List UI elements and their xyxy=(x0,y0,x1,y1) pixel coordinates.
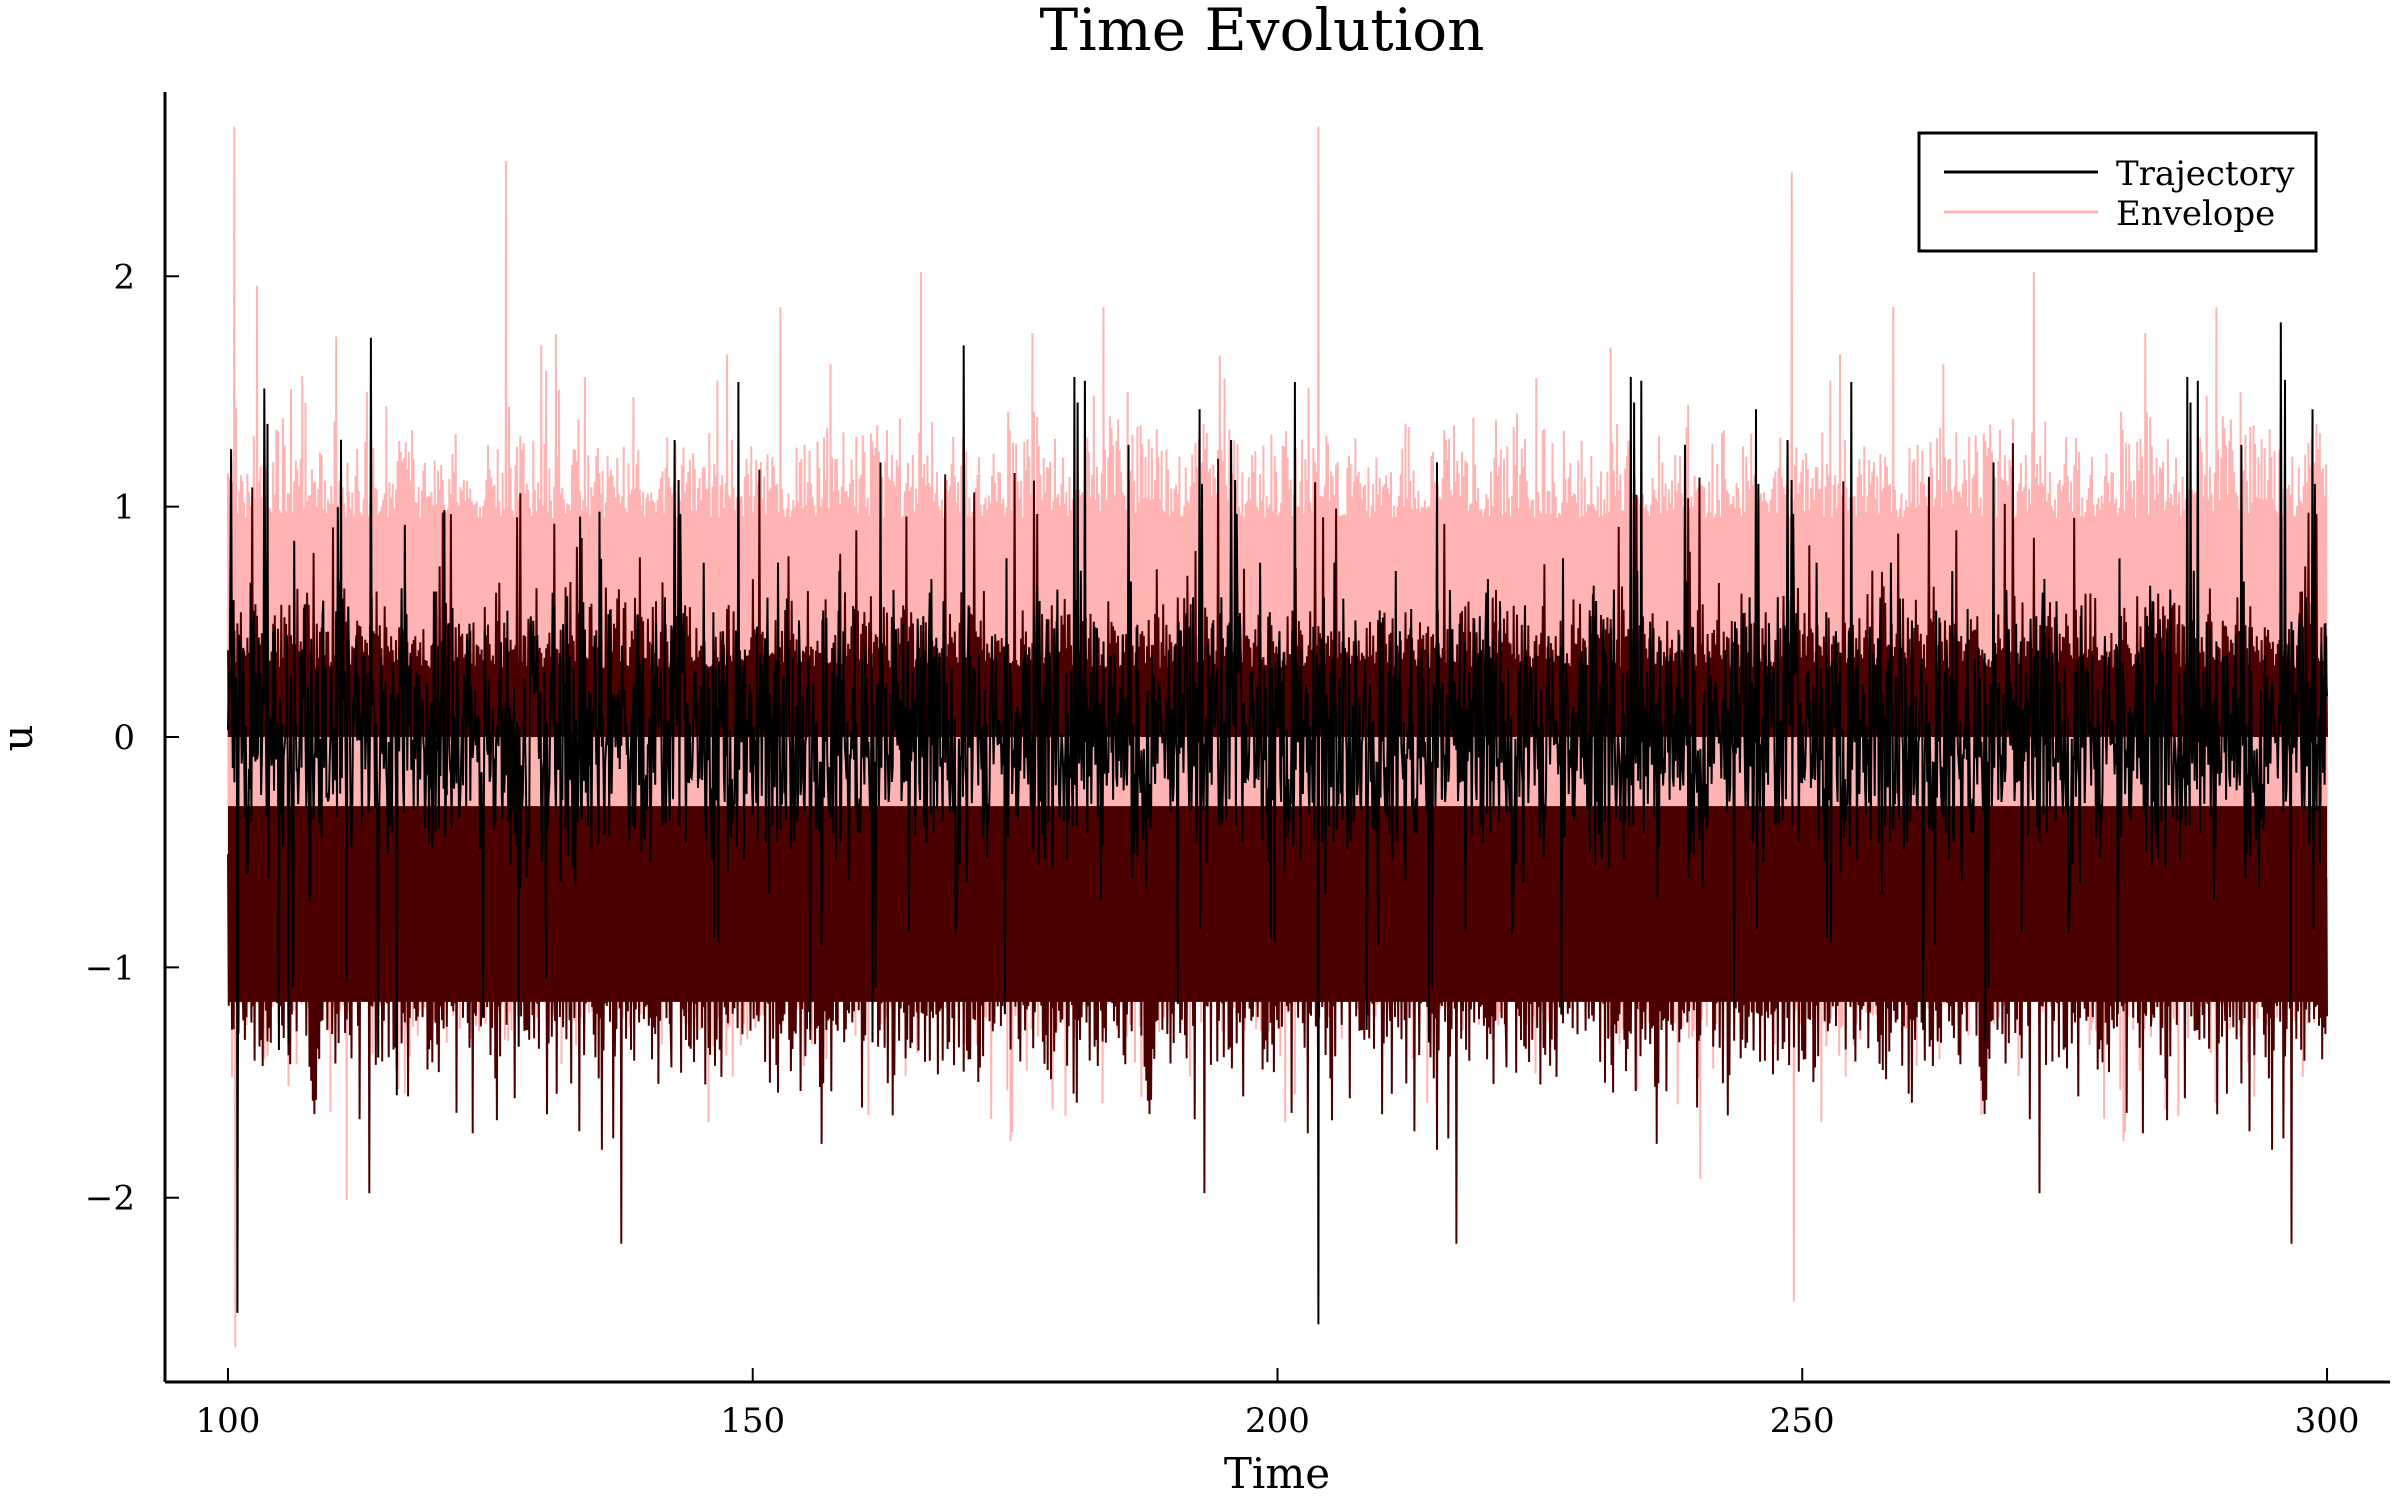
y-ticks: −2 −1 0 1 2 xyxy=(85,257,179,1219)
x-axis-label: Time xyxy=(1224,1449,1330,1498)
x-tick-label: 250 xyxy=(1770,1401,1835,1441)
y-tick-label: 1 xyxy=(113,488,135,528)
x-tick-label: 100 xyxy=(196,1401,261,1441)
chart-title: Time Evolution xyxy=(1039,0,1484,64)
x-ticks: 100 150 200 250 300 xyxy=(196,1368,2360,1441)
legend-label-trajectory: Trajectory xyxy=(2116,154,2295,194)
plot-layer xyxy=(227,126,2328,1348)
y-tick-label: 2 xyxy=(113,257,135,297)
series-trajectory-line xyxy=(227,322,2328,1325)
x-tick-label: 150 xyxy=(720,1401,785,1441)
y-tick-label: −1 xyxy=(85,948,135,988)
y-axis-label: u xyxy=(0,724,42,751)
y-tick-label: −2 xyxy=(85,1179,135,1219)
x-tick-label: 300 xyxy=(2295,1401,2360,1441)
axes-layer: 100 150 200 250 300 −2 −1 0 1 2 xyxy=(85,92,2390,1441)
y-tick-label: 0 xyxy=(113,718,135,758)
legend: Trajectory Envelope xyxy=(1917,131,2318,253)
legend-box xyxy=(1917,131,2318,253)
x-tick-label: 200 xyxy=(1245,1401,1310,1441)
series-overlap-line xyxy=(227,806,2328,1244)
legend-label-envelope: Envelope xyxy=(2116,194,2275,234)
